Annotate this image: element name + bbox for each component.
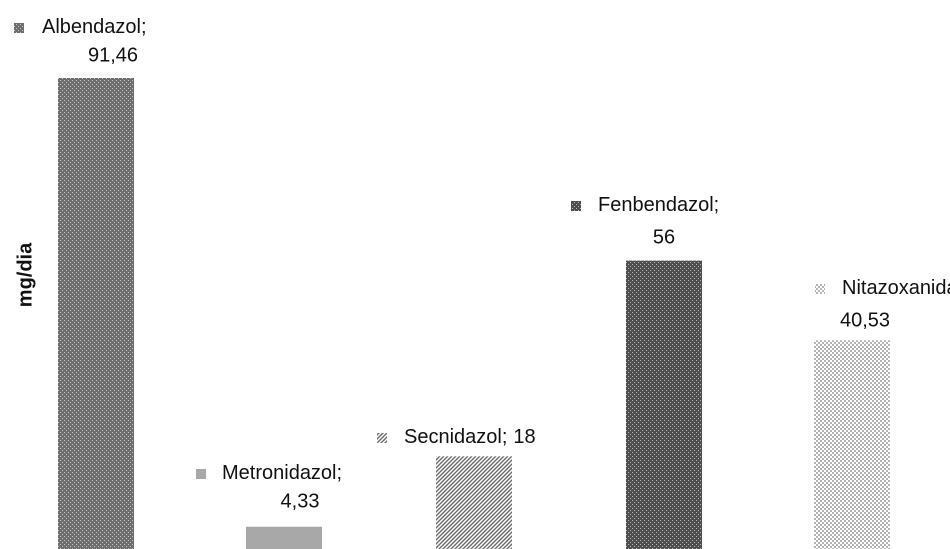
data-label: Secnidazol; 18 (404, 426, 536, 448)
category-label: Metronidazol (222, 462, 337, 484)
label-separator: ; (502, 426, 508, 448)
category-label: Nitazoxanida (842, 277, 950, 299)
category-label: Albendazol (42, 16, 141, 38)
value-label: 56 (653, 226, 675, 248)
data-label: Fenbendazol; (598, 194, 719, 216)
bar (436, 456, 512, 549)
legend-marker (196, 469, 206, 479)
value-label: 4,33 (281, 490, 320, 512)
value-label: 18 (513, 426, 535, 448)
legend-marker (377, 433, 387, 443)
label-separator: ; (714, 194, 720, 216)
bar (246, 526, 322, 549)
value-label: 40,53 (840, 309, 890, 331)
bar (58, 78, 134, 549)
y-axis-label: mg/dia (14, 242, 36, 307)
bar (814, 340, 890, 549)
label-separator: ; (141, 16, 147, 38)
value-label: 91,46 (88, 44, 138, 66)
legend-marker (571, 201, 581, 211)
label-separator: ; (337, 462, 343, 484)
data-label: Metronidazol; (222, 462, 342, 484)
legend-marker (14, 23, 24, 33)
bar (626, 260, 702, 549)
category-label: Fenbendazol (598, 194, 714, 216)
data-label: Albendazol; (42, 16, 147, 38)
category-label: Secnidazol (404, 426, 502, 448)
data-label: Nitazoxanida; (842, 277, 950, 299)
legend-marker (815, 284, 825, 294)
